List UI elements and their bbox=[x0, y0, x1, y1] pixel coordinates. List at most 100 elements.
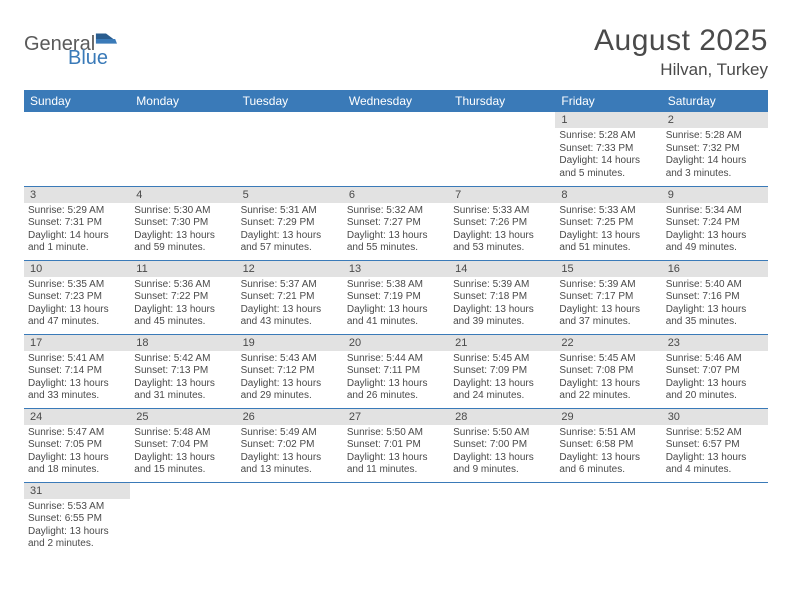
day-details: Sunrise: 5:52 AMSunset: 6:57 PMDaylight:… bbox=[662, 425, 768, 481]
sunset-text: Sunset: 7:07 PM bbox=[666, 365, 764, 378]
calendar-week-row: 31Sunrise: 5:53 AMSunset: 6:55 PMDayligh… bbox=[24, 482, 768, 555]
sunset-text: Sunset: 7:23 PM bbox=[28, 291, 126, 304]
day-details: Sunrise: 5:39 AMSunset: 7:18 PMDaylight:… bbox=[449, 277, 555, 333]
sunrise-text: Sunrise: 5:32 AM bbox=[347, 205, 445, 218]
day-details: Sunrise: 5:48 AMSunset: 7:04 PMDaylight:… bbox=[130, 425, 236, 481]
sunset-text: Sunset: 7:30 PM bbox=[134, 217, 232, 230]
calendar-day-cell: 19 Sunrise: 5:43 AMSunset: 7:12 PMDayligh… bbox=[237, 334, 343, 408]
sunset-text: Sunset: 7:17 PM bbox=[559, 291, 657, 304]
daylight-text: Daylight: 13 hours and 51 minutes. bbox=[559, 230, 657, 255]
sunset-text: Sunset: 7:29 PM bbox=[241, 217, 339, 230]
sunset-text: Sunset: 7:05 PM bbox=[28, 439, 126, 452]
daylight-text: Daylight: 13 hours and 57 minutes. bbox=[241, 230, 339, 255]
day-details: Sunrise: 5:49 AMSunset: 7:02 PMDaylight:… bbox=[237, 425, 343, 481]
calendar-day-cell bbox=[449, 112, 555, 186]
day-number bbox=[343, 483, 449, 499]
sunrise-text: Sunrise: 5:46 AM bbox=[666, 353, 764, 366]
sunrise-text: Sunrise: 5:43 AM bbox=[241, 353, 339, 366]
calendar-day-cell: 25Sunrise: 5:48 AMSunset: 7:04 PMDayligh… bbox=[130, 408, 236, 482]
day-number: 13 bbox=[343, 261, 449, 277]
daylight-text: Daylight: 13 hours and 26 minutes. bbox=[347, 378, 445, 403]
day-details: Sunrise: 5:28 AMSunset: 7:32 PMDaylight:… bbox=[662, 128, 768, 184]
sunset-text: Sunset: 7:09 PM bbox=[453, 365, 551, 378]
day-details: Sunrise: 5:38 AMSunset: 7:19 PMDaylight:… bbox=[343, 277, 449, 333]
daylight-text: Daylight: 13 hours and 31 minutes. bbox=[134, 378, 232, 403]
sunrise-text: Sunrise: 5:51 AM bbox=[559, 427, 657, 440]
sunset-text: Sunset: 6:57 PM bbox=[666, 439, 764, 452]
month-title: August 2025 bbox=[594, 24, 768, 58]
sunset-text: Sunset: 7:12 PM bbox=[241, 365, 339, 378]
day-number bbox=[662, 483, 768, 499]
daylight-text: Daylight: 13 hours and 43 minutes. bbox=[241, 304, 339, 329]
day-details: Sunrise: 5:33 AMSunset: 7:26 PMDaylight:… bbox=[449, 203, 555, 259]
day-number: 30 bbox=[662, 409, 768, 425]
sunrise-text: Sunrise: 5:47 AM bbox=[28, 427, 126, 440]
calendar-day-cell: 21Sunrise: 5:45 AMSunset: 7:09 PMDayligh… bbox=[449, 334, 555, 408]
calendar-week-row: 17Sunrise: 5:41 AMSunset: 7:14 PMDayligh… bbox=[24, 334, 768, 408]
calendar-day-cell: 29Sunrise: 5:51 AMSunset: 6:58 PMDayligh… bbox=[555, 408, 661, 482]
sunrise-text: Sunrise: 5:38 AM bbox=[347, 279, 445, 292]
calendar-day-cell bbox=[343, 112, 449, 186]
sunset-text: Sunset: 6:55 PM bbox=[28, 513, 126, 526]
weekday-header: Sunday bbox=[24, 90, 130, 112]
day-number: 17 bbox=[24, 335, 130, 351]
day-details: Sunrise: 5:53 AMSunset: 6:55 PMDaylight:… bbox=[24, 499, 130, 555]
sunrise-text: Sunrise: 5:28 AM bbox=[559, 130, 657, 143]
sunset-text: Sunset: 7:27 PM bbox=[347, 217, 445, 230]
calendar-week-row: 1Sunrise: 5:28 AMSunset: 7:33 PMDaylight… bbox=[24, 112, 768, 186]
day-number: 7 bbox=[449, 187, 555, 203]
daylight-text: Daylight: 13 hours and 6 minutes. bbox=[559, 452, 657, 477]
sunset-text: Sunset: 7:33 PM bbox=[559, 143, 657, 156]
sunrise-text: Sunrise: 5:53 AM bbox=[28, 501, 126, 514]
calendar-day-cell: 4Sunrise: 5:30 AMSunset: 7:30 PMDaylight… bbox=[130, 186, 236, 260]
calendar-day-cell: 28Sunrise: 5:50 AMSunset: 7:00 PMDayligh… bbox=[449, 408, 555, 482]
day-number: 18 bbox=[130, 335, 236, 351]
daylight-text: Daylight: 14 hours and 5 minutes. bbox=[559, 155, 657, 180]
day-number bbox=[449, 483, 555, 499]
calendar-week-row: 24Sunrise: 5:47 AMSunset: 7:05 PMDayligh… bbox=[24, 408, 768, 482]
day-details: Sunrise: 5:41 AMSunset: 7:14 PMDaylight:… bbox=[24, 351, 130, 407]
day-number: 11 bbox=[130, 261, 236, 277]
sunrise-text: Sunrise: 5:39 AM bbox=[559, 279, 657, 292]
day-number: 4 bbox=[130, 187, 236, 203]
day-details: Sunrise: 5:50 AMSunset: 7:01 PMDaylight:… bbox=[343, 425, 449, 481]
sunset-text: Sunset: 7:00 PM bbox=[453, 439, 551, 452]
day-number: 22 bbox=[555, 335, 661, 351]
daylight-text: Daylight: 14 hours and 3 minutes. bbox=[666, 155, 764, 180]
daylight-text: Daylight: 13 hours and 55 minutes. bbox=[347, 230, 445, 255]
day-details: Sunrise: 5:30 AMSunset: 7:30 PMDaylight:… bbox=[130, 203, 236, 259]
sunrise-text: Sunrise: 5:31 AM bbox=[241, 205, 339, 218]
day-number: 8 bbox=[555, 187, 661, 203]
daylight-text: Daylight: 13 hours and 41 minutes. bbox=[347, 304, 445, 329]
sunrise-text: Sunrise: 5:50 AM bbox=[347, 427, 445, 440]
title-block: August 2025 Hilvan, Turkey bbox=[594, 24, 768, 80]
day-details: Sunrise: 5:37 AMSunset: 7:21 PMDaylight:… bbox=[237, 277, 343, 333]
sunset-text: Sunset: 7:16 PM bbox=[666, 291, 764, 304]
sunrise-text: Sunrise: 5:30 AM bbox=[134, 205, 232, 218]
daylight-text: Daylight: 13 hours and 47 minutes. bbox=[28, 304, 126, 329]
day-number bbox=[130, 112, 236, 128]
sunrise-text: Sunrise: 5:45 AM bbox=[453, 353, 551, 366]
daylight-text: Daylight: 13 hours and 9 minutes. bbox=[453, 452, 551, 477]
calendar-day-cell: 12Sunrise: 5:37 AMSunset: 7:21 PMDayligh… bbox=[237, 260, 343, 334]
sunset-text: Sunset: 7:26 PM bbox=[453, 217, 551, 230]
sunset-text: Sunset: 7:04 PM bbox=[134, 439, 232, 452]
daylight-text: Daylight: 13 hours and 29 minutes. bbox=[241, 378, 339, 403]
calendar-day-cell bbox=[130, 112, 236, 186]
calendar-table: Sunday Monday Tuesday Wednesday Thursday… bbox=[24, 90, 768, 555]
day-number: 19 bbox=[237, 335, 343, 351]
daylight-text: Daylight: 13 hours and 15 minutes. bbox=[134, 452, 232, 477]
day-number: 29 bbox=[555, 409, 661, 425]
day-number: 12 bbox=[237, 261, 343, 277]
daylight-text: Daylight: 14 hours and 1 minute. bbox=[28, 230, 126, 255]
calendar-day-cell bbox=[343, 482, 449, 555]
calendar-day-cell: 9Sunrise: 5:34 AMSunset: 7:24 PMDaylight… bbox=[662, 186, 768, 260]
sunset-text: Sunset: 7:31 PM bbox=[28, 217, 126, 230]
weekday-header: Tuesday bbox=[237, 90, 343, 112]
sunset-text: Sunset: 7:02 PM bbox=[241, 439, 339, 452]
sunrise-text: Sunrise: 5:41 AM bbox=[28, 353, 126, 366]
calendar-day-cell bbox=[237, 112, 343, 186]
calendar-day-cell: 30Sunrise: 5:52 AMSunset: 6:57 PMDayligh… bbox=[662, 408, 768, 482]
day-details: Sunrise: 5:36 AMSunset: 7:22 PMDaylight:… bbox=[130, 277, 236, 333]
day-number bbox=[555, 483, 661, 499]
